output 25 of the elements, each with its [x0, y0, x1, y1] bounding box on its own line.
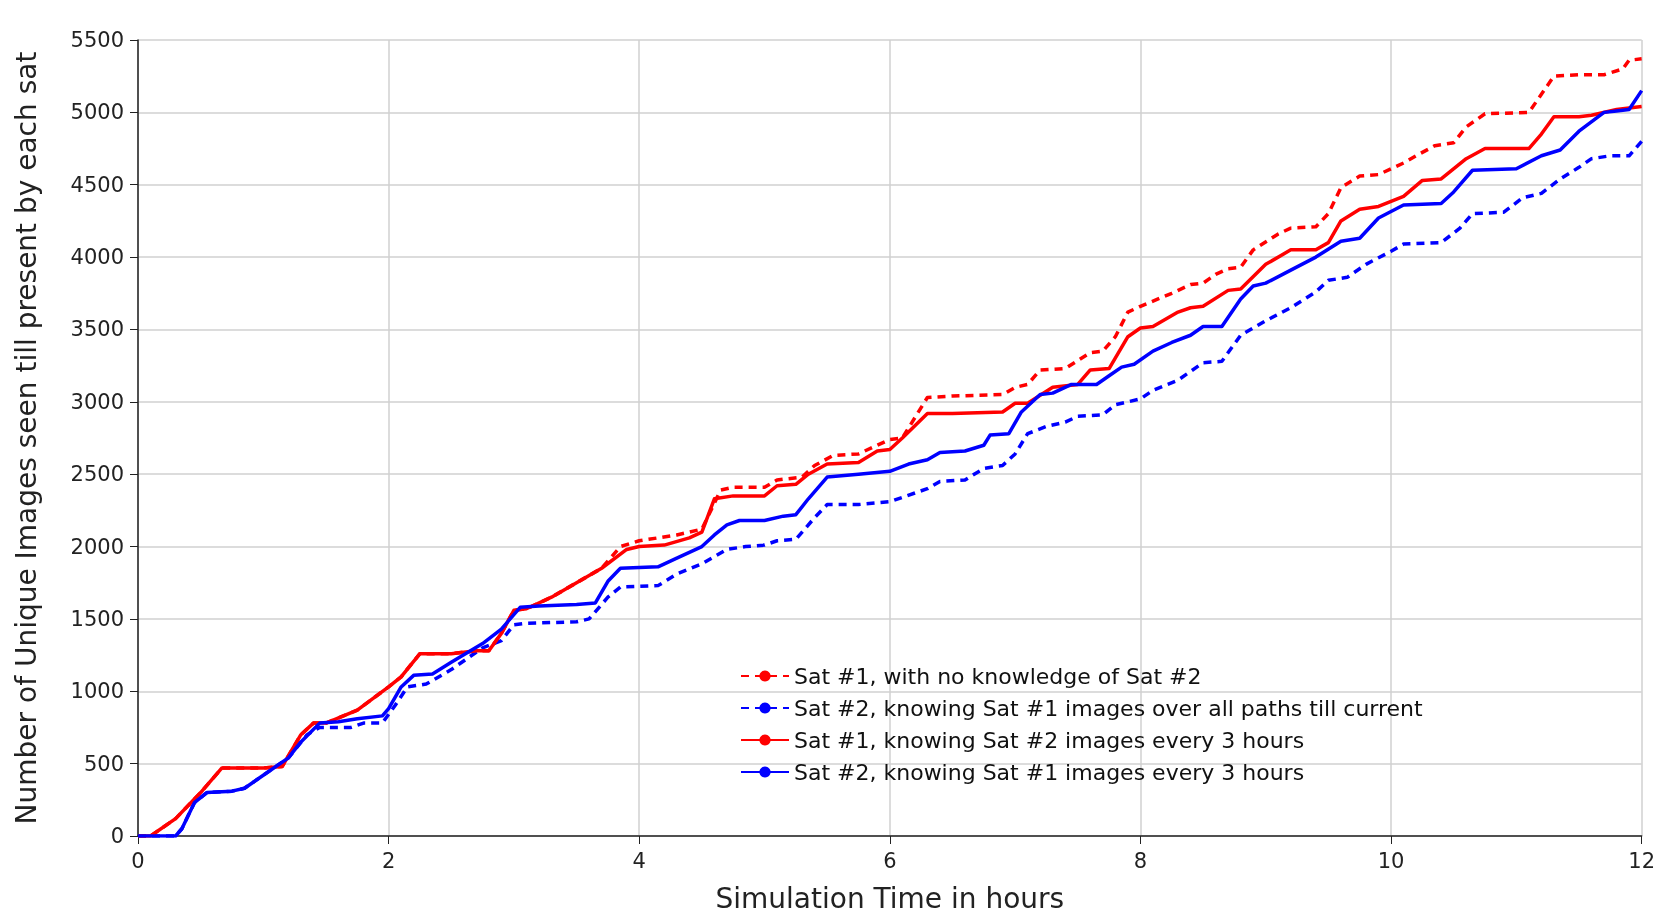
x-axis-title: Simulation Time in hours — [715, 881, 1065, 915]
y-tick-label: 5000 — [70, 100, 124, 125]
x-tick-label: 6 — [883, 848, 897, 873]
x-tick-label: 12 — [1628, 848, 1656, 873]
y-tick-label: 5500 — [70, 28, 124, 52]
x-tick-label: 2 — [381, 848, 396, 873]
legend-label: Sat #2, knowing Sat #1 images every 3 hours — [794, 759, 1305, 785]
legend-label: Sat #2, knowing Sat #1 images over all paths till current — [794, 695, 1424, 721]
y-tick-label: 4500 — [70, 172, 124, 197]
legend-label: Sat #1, knowing Sat #2 images every 3 hours — [794, 727, 1305, 753]
x-tick-label: 0 — [131, 848, 145, 873]
y-tick-label: 3000 — [70, 389, 124, 414]
x-tick-label: 4 — [632, 848, 646, 873]
y-tick-label: 3500 — [70, 317, 124, 342]
y-tick-label: 2500 — [70, 462, 124, 487]
x-tick-label: 8 — [1133, 848, 1148, 873]
y-tick-label: 1500 — [70, 606, 124, 631]
x-tick-label: 10 — [1377, 848, 1405, 873]
y-tick-label: 0 — [110, 824, 124, 848]
y-axis-title: Number of Unique Images seen till present by each sat — [9, 51, 43, 825]
y-tick-label: 500 — [83, 751, 124, 776]
y-tick-label: 1000 — [70, 679, 124, 704]
y-tick-label: 4000 — [70, 245, 124, 270]
y-tick-label: 2000 — [70, 534, 124, 559]
legend-label: Sat #1, with no knowledge of Sat #2 — [794, 663, 1202, 689]
